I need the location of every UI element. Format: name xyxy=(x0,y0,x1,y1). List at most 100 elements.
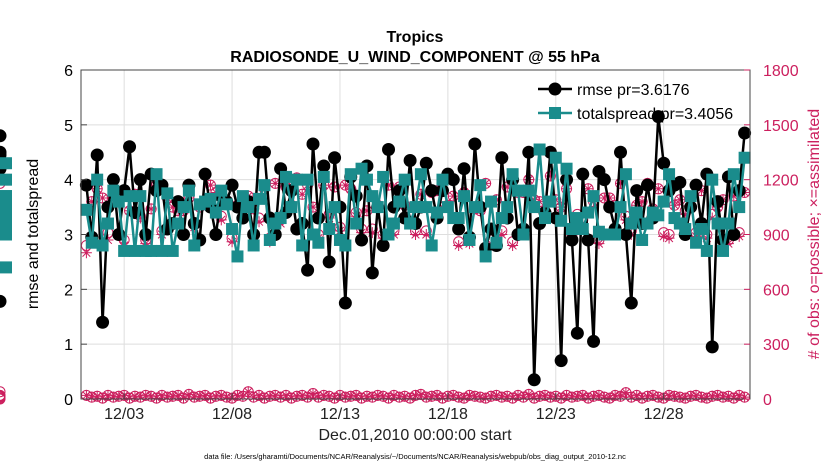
obs-bottom-assimilated-marker xyxy=(625,391,637,403)
obs-bottom-assimilated-marker xyxy=(582,392,594,404)
obs-bottom-assimilated-marker xyxy=(598,391,610,403)
obs-bottom-assimilated-marker xyxy=(469,390,481,402)
rmse-point xyxy=(225,178,239,192)
totalspread-point xyxy=(323,223,336,236)
totalspread-point xyxy=(587,190,600,203)
rmse-point xyxy=(133,173,147,187)
obs-bottom-assimilated-marker xyxy=(668,390,680,402)
obs-bottom-assimilated-marker xyxy=(447,389,459,401)
totalspread-point xyxy=(161,187,174,200)
obs-top-assimilated-marker xyxy=(145,203,157,215)
rmse-point xyxy=(328,151,342,165)
obs-top-assimilated-marker xyxy=(339,179,351,191)
obs-bottom-assimilated-marker xyxy=(631,389,643,401)
rmse-point xyxy=(689,178,703,192)
totalspread-point xyxy=(296,239,309,252)
rmse-point xyxy=(673,175,687,189)
obs-bottom-assimilated-marker xyxy=(690,389,702,401)
obs-bottom-assimilated-marker xyxy=(420,391,432,403)
obs-top-assimilated-marker xyxy=(593,238,605,250)
obs-bottom-assimilated-marker xyxy=(129,390,141,402)
obs-bottom-assimilated-marker xyxy=(539,389,551,401)
legend-rmse-label: rmse pr=3.6176 xyxy=(577,82,690,99)
obs-bottom-assimilated-marker xyxy=(496,391,508,403)
totalspread-point xyxy=(641,217,654,230)
totalspread-point xyxy=(134,190,147,203)
obs-bottom-assimilated-marker xyxy=(588,390,600,402)
x-tick-label: 12/28 xyxy=(644,406,684,423)
rmse-point xyxy=(727,228,741,241)
obs-top-assimilated-marker xyxy=(134,212,146,224)
totalspread-point xyxy=(463,233,476,246)
obs-bottom-assimilated-marker xyxy=(307,388,319,400)
obs-bottom-assimilated-marker xyxy=(399,390,411,402)
obs-bottom-assimilated-marker xyxy=(571,390,583,402)
rmse-point xyxy=(376,238,390,252)
rmse-point xyxy=(301,263,315,277)
totalspread-point xyxy=(700,244,713,257)
totalspread-point xyxy=(366,190,379,203)
totalspread-point xyxy=(312,236,325,249)
y-right-tick-label: 900 xyxy=(763,228,790,245)
obs-bottom-assimilated-marker xyxy=(291,390,303,402)
totalspread-point xyxy=(420,201,433,214)
obs-bottom-assimilated-marker xyxy=(426,390,438,402)
obs-top-assimilated-marker xyxy=(280,181,292,193)
obs-bottom-assimilated-marker xyxy=(296,389,308,401)
rmse-point xyxy=(527,373,541,387)
obs-bottom-assimilated-marker xyxy=(280,389,292,401)
totalspread-point xyxy=(717,244,730,257)
obs-bottom-assimilated-marker xyxy=(674,391,686,403)
rmse-point xyxy=(614,145,628,159)
totalspread-point xyxy=(204,192,217,205)
chart-subtitle: RADIOSONDE_U_WIND_COMPONENT @ 55 hPa xyxy=(230,49,600,66)
totalspread-point xyxy=(128,244,141,257)
obs-bottom-assimilated-marker xyxy=(609,389,621,401)
rmse-point xyxy=(711,195,725,209)
rmse-point xyxy=(576,167,590,181)
obs-bottom-assimilated-marker xyxy=(134,391,146,403)
obs-bottom-assimilated-marker xyxy=(312,391,324,403)
totalspread-point xyxy=(231,250,244,263)
obs-top-assimilated-marker xyxy=(447,190,459,202)
obs-top-assimilated-marker xyxy=(652,183,664,195)
totalspread-point xyxy=(377,170,390,183)
rmse-point xyxy=(468,137,482,151)
obs-bottom-assimilated-marker xyxy=(512,389,524,401)
obs-bottom-assimilated-marker xyxy=(102,389,114,401)
totalspread-point xyxy=(285,201,298,214)
totalspread-point xyxy=(274,212,287,225)
obs-top-assimilated-marker xyxy=(695,185,707,197)
obs-bottom-assimilated-marker xyxy=(528,392,540,404)
obs-bottom-assimilated-marker xyxy=(722,390,734,402)
rmse-point xyxy=(209,228,223,241)
obs-bottom-assimilated-marker xyxy=(91,390,103,402)
totalspread-point xyxy=(555,214,568,227)
totalspread-point xyxy=(452,212,465,225)
obs-top-assimilated-marker xyxy=(204,179,216,191)
y-left-tick-label: 5 xyxy=(64,118,73,135)
rmse-point xyxy=(198,167,212,181)
obs-bottom-assimilated-marker xyxy=(652,391,664,403)
rmse-point xyxy=(322,255,336,269)
rmse-point xyxy=(419,156,433,170)
obs-bottom-assimilated-marker xyxy=(507,392,519,404)
obs-top-assimilated-marker xyxy=(453,239,465,251)
obs-bottom-assimilated-marker xyxy=(517,391,529,403)
obs-top-assimilated-marker xyxy=(415,188,427,200)
totalspread-point xyxy=(625,217,638,230)
totalspread-point xyxy=(522,184,535,197)
rmse-point xyxy=(657,156,671,170)
totalspread-point xyxy=(722,217,735,230)
totalspread-point xyxy=(630,206,643,219)
data-file-footnote: data file: /Users/gharamti/Documents/NCA… xyxy=(204,452,626,461)
obs-top-assimilated-marker xyxy=(383,179,395,191)
totalspread-point xyxy=(474,179,487,192)
totalspread-point xyxy=(182,184,195,197)
obs-bottom-assimilated-marker xyxy=(436,392,448,404)
totalspread-point xyxy=(355,162,368,175)
legend-rmse-marker xyxy=(548,82,562,96)
obs-bottom-assimilated-marker xyxy=(188,391,200,403)
rmse-point xyxy=(619,228,633,241)
obs-bottom-assimilated-marker xyxy=(285,392,297,404)
